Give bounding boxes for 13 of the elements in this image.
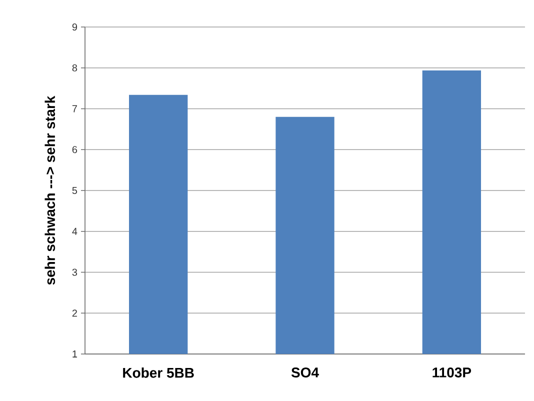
y-tick-label: 4 xyxy=(72,228,78,235)
y-tick-label: 3 xyxy=(72,268,78,276)
y-tick-label: 7 xyxy=(72,105,77,112)
y-tick-label: 2 xyxy=(72,310,77,317)
y-tick-label: 6 xyxy=(72,146,78,154)
y-tick-label: 8 xyxy=(72,64,78,72)
y-axis-title: sehr schwach ---> sehr stark xyxy=(44,96,56,285)
y-tick-label: 5 xyxy=(72,187,78,194)
y-tick-label: 1 xyxy=(72,350,77,358)
y-tick-label: 9 xyxy=(72,23,78,31)
x-tick-label: SO4 xyxy=(291,368,319,378)
x-tick-label: 1103P xyxy=(432,368,472,378)
x-tick-label: Kober 5BB xyxy=(123,368,194,378)
